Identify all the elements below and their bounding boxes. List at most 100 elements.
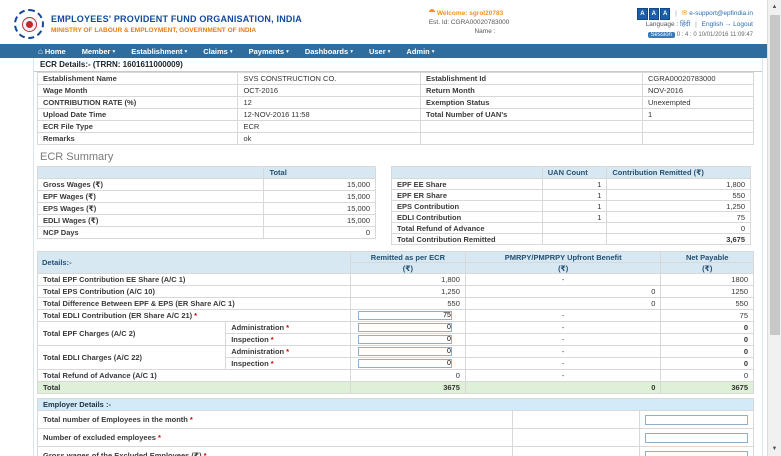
- epfo-logo-icon: [14, 9, 44, 39]
- font-size-medium-button[interactable]: A: [648, 8, 659, 20]
- scroll-up-arrow-icon[interactable]: ▲: [771, 4, 778, 10]
- ecr-summary-heading: ECR Summary: [40, 151, 114, 163]
- nav-item-admin[interactable]: Admin ▾: [406, 46, 435, 56]
- row-label: Total Refund of Advance: [391, 222, 543, 234]
- chevron-down-icon: ▾: [350, 48, 353, 55]
- nav-item-user[interactable]: User ▾: [368, 46, 391, 56]
- field-value: SVS CONSTRUCTION CO.: [237, 72, 422, 85]
- amount: 3,675: [606, 233, 751, 245]
- chevron-down-icon: ▾: [184, 48, 188, 55]
- remitted-input-cell: [349, 321, 466, 334]
- logout-link[interactable]: Logout: [733, 21, 753, 28]
- chevron-down-icon: ▾: [229, 48, 233, 55]
- establishment-id-line: Est. Id: CGRA00020783000: [428, 19, 510, 26]
- field-label: [420, 120, 643, 133]
- table-row: Total Refund of Advance 0: [391, 222, 751, 234]
- chevron-down-icon: ▾: [112, 48, 116, 55]
- row-label: Total number of Employees in the month *: [37, 410, 513, 429]
- field-value: CGRA00020783000: [642, 72, 754, 85]
- scroll-down-arrow-icon[interactable]: ▼: [771, 446, 778, 452]
- total-pmrpy: 0: [464, 381, 662, 394]
- row-label: Number of excluded employees *: [37, 428, 513, 447]
- divider: |: [695, 21, 697, 28]
- input-cell: [638, 428, 755, 447]
- field-label: Wage Month: [36, 84, 239, 97]
- empty-header: [36, 166, 265, 179]
- table-row: EPF EE Share 1 1,800: [391, 178, 751, 190]
- field-value: ECR: [237, 120, 422, 133]
- total-employees-input[interactable]: [644, 414, 748, 425]
- field-label: Establishment Name: [36, 72, 239, 85]
- field-value: 1: [642, 108, 754, 121]
- session-row: Session 0 : 4 : 0 10/01/2016 11:09:47: [636, 30, 753, 40]
- net-value: 0: [660, 321, 754, 334]
- payable-details-table: Details:- Remitted as per ECR PMRPY/PMPR…: [36, 251, 754, 394]
- epf-admin-charges-input[interactable]: [357, 323, 452, 332]
- spacer-cell: [511, 428, 640, 447]
- font-size-large-button[interactable]: A: [659, 8, 671, 20]
- total-column-header: Total: [263, 166, 376, 179]
- support-email-link[interactable]: e-support@epfindia.in: [689, 10, 753, 17]
- remitted-input-cell: [349, 309, 466, 322]
- sub-label: Inspection *: [225, 357, 351, 370]
- language-hindi-link[interactable]: हिंदी: [680, 21, 691, 28]
- edli-contribution-input[interactable]: [357, 311, 452, 320]
- field-label: Return Month: [420, 84, 643, 97]
- row-value: 15,000: [263, 202, 376, 215]
- row-value: 15,000: [263, 214, 376, 227]
- excluded-employees-input[interactable]: [644, 432, 748, 443]
- table-row: Total EPS Contribution (A/C 10) 1,250 0 …: [37, 285, 754, 298]
- row-label: EPF Wages (₹): [36, 190, 265, 203]
- name-line: Name :: [474, 28, 496, 35]
- remitted-value: 0: [349, 369, 466, 382]
- nav-item-payments[interactable]: Payments ▾: [248, 46, 289, 56]
- nav-item-establishment[interactable]: Establishment ▾: [131, 46, 188, 56]
- field-label: ECR File Type: [36, 120, 239, 133]
- nav-item-dashboards[interactable]: Dashboards ▾: [304, 46, 353, 56]
- language-row: Language : हिंदी | English → Logout: [636, 20, 753, 30]
- required-asterisk: *: [270, 359, 274, 368]
- net-value: 0: [660, 369, 754, 382]
- empty-header: [391, 166, 543, 179]
- edli-admin-charges-input[interactable]: [357, 347, 452, 356]
- field-value: [642, 120, 754, 133]
- epf-inspection-charges-input[interactable]: [357, 335, 452, 344]
- table-row: Total EDLI Charges (A/C 22) Administrati…: [36, 345, 754, 370]
- font-size-small-button[interactable]: A: [637, 8, 648, 20]
- nav-item-home[interactable]: ⌂ Home: [38, 46, 66, 56]
- nav-item-member[interactable]: Member ▾: [81, 46, 116, 56]
- total-row: Total 3675 0 3675: [37, 381, 754, 394]
- contribution-remitted-header: Contribution Remitted (₹): [606, 166, 751, 179]
- table-row: Number of excluded employees *: [37, 428, 755, 447]
- nav-item-claims[interactable]: Claims ▾: [203, 46, 233, 56]
- mail-icon: ✉: [681, 10, 688, 17]
- pmrpy-value: -: [464, 309, 662, 322]
- row-value: 15,000: [263, 190, 376, 203]
- table-row: Inspection* - 0: [38, 357, 754, 370]
- uan-count: [541, 222, 608, 234]
- language-english-link[interactable]: English: [701, 21, 723, 28]
- table-row: NCP Days 0: [36, 226, 376, 239]
- pmrpy-value: -: [464, 333, 662, 346]
- pmrpy-value: -: [464, 357, 662, 370]
- field-value: NOV-2016: [642, 84, 754, 97]
- employer-details-header: Employer Details :-: [37, 398, 754, 411]
- edli-inspection-charges-input[interactable]: [357, 359, 452, 368]
- required-asterisk: *: [203, 451, 207, 456]
- row-label: Total EPS Contribution (A/C 10): [37, 285, 351, 298]
- field-label: CONTRIBUTION RATE (%): [36, 96, 239, 109]
- row-label: EPS Wages (₹): [36, 202, 265, 215]
- excluded-gross-wages-input[interactable]: [644, 450, 748, 456]
- group-label: Total EDLI Charges (A/C 22): [36, 345, 227, 370]
- logout-icon: →: [724, 21, 732, 28]
- amount: 1,800: [606, 178, 751, 190]
- vertical-scrollbar[interactable]: ▲ ▼: [767, 0, 781, 456]
- row-label: EDLI Contribution: [391, 211, 543, 223]
- remitted-input-cell: [349, 357, 466, 370]
- pmrpy-value: -: [464, 273, 662, 286]
- net-value: 0: [660, 357, 754, 370]
- field-value: 12: [237, 96, 422, 109]
- remitted-input-cell: [349, 345, 466, 358]
- rupee-symbol-header: (₹): [660, 262, 754, 274]
- scrollbar-thumb[interactable]: [769, 15, 780, 335]
